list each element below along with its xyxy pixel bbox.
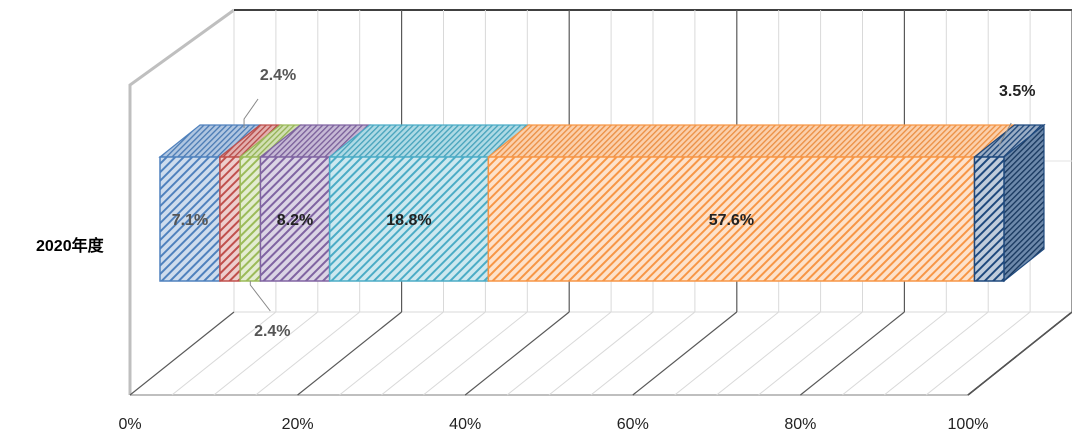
category-label: 2020年度 xyxy=(36,236,105,255)
major-floor-gridline xyxy=(297,311,402,396)
x-tick-label: 80% xyxy=(784,416,816,433)
minor-floor-gridline xyxy=(883,311,989,396)
data-label-5: 57.6% xyxy=(709,212,754,229)
data-label-6: 3.5% xyxy=(999,83,1035,100)
data-label-4: 18.8% xyxy=(386,212,431,229)
leader-line-6 xyxy=(998,122,1012,146)
minor-floor-gridline xyxy=(381,311,486,396)
bar-segment-1 xyxy=(219,156,241,282)
minor-floor-gridline xyxy=(674,311,780,396)
x-tick-label: 20% xyxy=(282,416,314,433)
bar-stack xyxy=(158,123,1046,283)
bar-segment-4 xyxy=(328,156,490,282)
major-floor-gridline xyxy=(129,311,235,396)
x-axis-ticks: 0% 20% 40% 60% 80% 100% xyxy=(118,416,988,433)
minor-floor-gridline xyxy=(422,311,528,396)
minor-floor-gridline xyxy=(506,311,612,396)
data-labels: 7.1% 2.4% 2.4% 8.2% 18.8% 57.6% 3.5% xyxy=(172,67,1036,340)
data-label-0: 7.1% xyxy=(172,212,208,229)
data-label-2: 2.4% xyxy=(254,323,290,340)
minor-floor-gridline xyxy=(213,311,319,396)
minor-floor-gridline xyxy=(590,311,696,396)
minor-floor-gridline xyxy=(548,311,654,396)
data-label-3: 8.2% xyxy=(277,212,313,229)
x-tick-label: 40% xyxy=(449,416,481,433)
bar-segment-2 xyxy=(239,156,262,282)
minor-floor-gridline xyxy=(171,311,277,396)
leader-line-2 xyxy=(249,281,271,312)
minor-floor-gridline xyxy=(255,311,361,396)
x-tick-label: 0% xyxy=(118,416,141,433)
data-label-1: 2.4% xyxy=(260,67,296,84)
minor-floor-gridline xyxy=(841,311,947,396)
x-tick-label: 60% xyxy=(617,416,649,433)
side-wall xyxy=(128,8,235,395)
major-floor-gridline xyxy=(967,311,1072,396)
major-floor-gridline xyxy=(632,311,738,396)
bar-top-5 xyxy=(486,124,1017,158)
minor-floor-gridline xyxy=(716,311,821,396)
minor-floor-gridline xyxy=(925,311,1031,396)
major-floor-gridline xyxy=(800,311,905,396)
bar-segment-3 xyxy=(259,156,331,282)
x-tick-label: 100% xyxy=(948,416,989,433)
bar-segment-0 xyxy=(159,156,221,282)
minor-floor-gridline xyxy=(339,311,444,396)
minor-floor-gridline xyxy=(758,311,863,396)
bar-segment-5 xyxy=(487,156,976,282)
bar-segment-6 xyxy=(973,156,1005,282)
major-floor-gridline xyxy=(464,311,570,396)
leader-line-1 xyxy=(243,98,259,128)
